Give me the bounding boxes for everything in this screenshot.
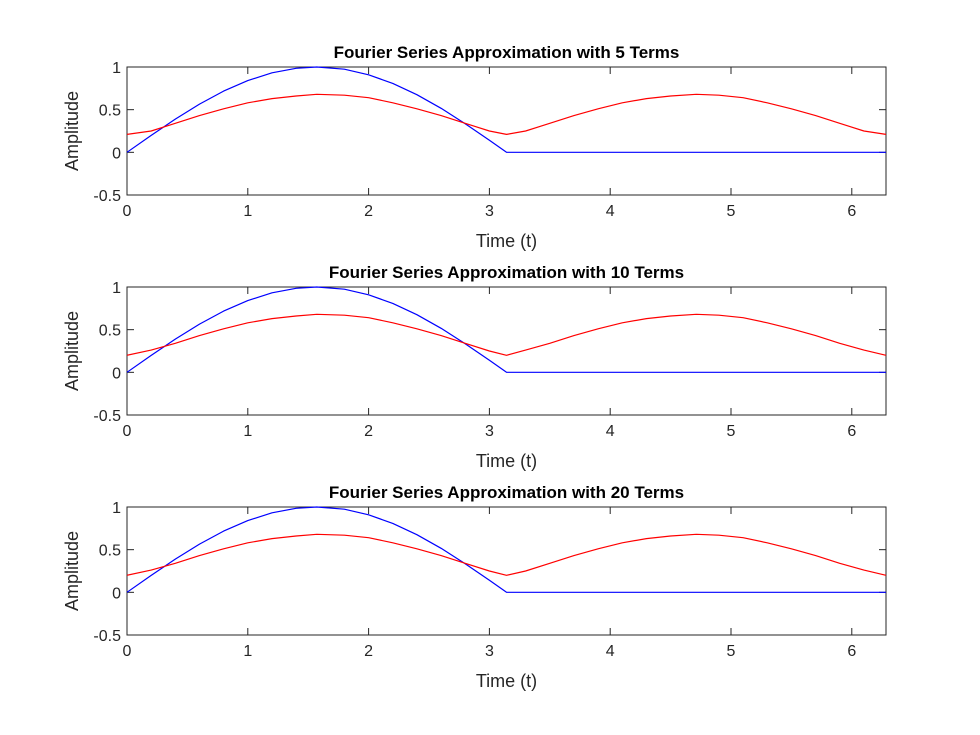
x-axis-label: Time (t)	[476, 451, 537, 471]
y-tick-label: -0.5	[93, 188, 121, 205]
y-axis-label: Amplitude	[62, 311, 82, 391]
x-tick-label: 3	[485, 643, 494, 660]
y-tick-label: 1	[112, 280, 121, 297]
approximation-line	[126, 313, 887, 356]
y-tick-label: 0.5	[99, 543, 121, 560]
signal-line	[126, 286, 886, 373]
x-axis-label: Time (t)	[476, 671, 537, 691]
y-axis-label: Amplitude	[62, 531, 82, 611]
x-tick-label: 1	[243, 423, 252, 440]
y-tick-label: 0	[112, 585, 121, 602]
axes-box	[126, 506, 887, 636]
signal-line	[126, 506, 886, 593]
y-tick-label: 1	[112, 60, 121, 77]
x-tick-label: 4	[606, 203, 615, 220]
x-tick-label: 0	[123, 423, 132, 440]
x-tick-label: 6	[847, 643, 856, 660]
signal-line	[126, 66, 886, 153]
x-tick-label: 2	[364, 203, 373, 220]
y-tick-label: 0	[112, 365, 121, 382]
y-tick-label: -0.5	[93, 628, 121, 645]
x-tick-label: 3	[485, 423, 494, 440]
approximation-line	[126, 533, 887, 576]
x-tick-label: 5	[727, 203, 736, 220]
y-tick-label: 0.5	[99, 103, 121, 120]
x-tick-label: 3	[485, 203, 494, 220]
y-tick-label: 0	[112, 145, 121, 162]
x-tick-label: 4	[606, 423, 615, 440]
x-tick-label: 4	[606, 643, 615, 660]
axes-box	[126, 66, 887, 196]
x-tick-label: 0	[123, 643, 132, 660]
subplot-title: Fourier Series Approximation with 5 Term…	[334, 43, 680, 62]
y-axis-label: Amplitude	[62, 91, 82, 171]
x-tick-label: 1	[243, 203, 252, 220]
x-tick-label: 6	[847, 423, 856, 440]
subplot-title: Fourier Series Approximation with 10 Ter…	[329, 263, 684, 282]
x-tick-label: 1	[243, 643, 252, 660]
y-tick-label: 0.5	[99, 323, 121, 340]
x-tick-label: 2	[364, 423, 373, 440]
axes-box	[126, 286, 887, 416]
x-tick-label: 2	[364, 643, 373, 660]
x-axis-label: Time (t)	[476, 231, 537, 251]
x-tick-label: 5	[727, 643, 736, 660]
subplot-title: Fourier Series Approximation with 20 Ter…	[329, 483, 684, 502]
y-tick-label: -0.5	[93, 408, 121, 425]
x-tick-label: 0	[123, 203, 132, 220]
approximation-line	[126, 93, 887, 135]
x-tick-label: 6	[847, 203, 856, 220]
x-tick-label: 5	[727, 423, 736, 440]
y-tick-label: 1	[112, 500, 121, 517]
